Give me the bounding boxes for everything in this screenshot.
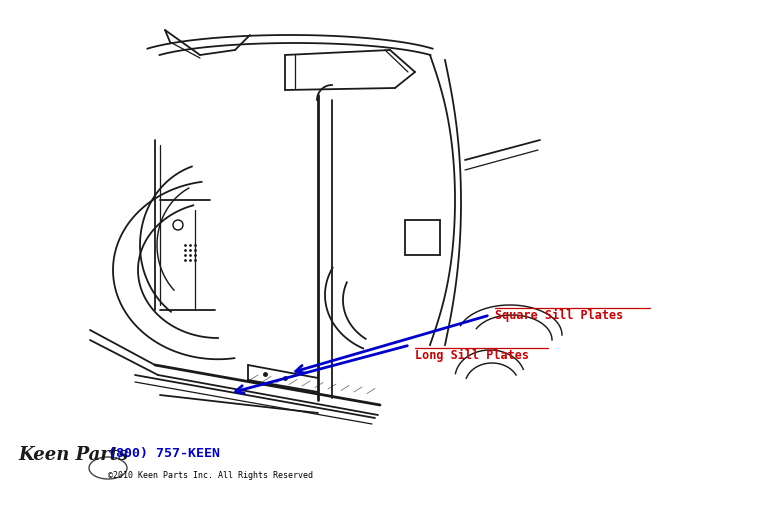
Text: Keen Parts: Keen Parts	[18, 446, 129, 464]
Text: ©2010 Keen Parts Inc. All Rights Reserved: ©2010 Keen Parts Inc. All Rights Reserve…	[108, 470, 313, 480]
Text: (800) 757-KEEN: (800) 757-KEEN	[108, 447, 220, 459]
Text: Square Sill Plates: Square Sill Plates	[495, 308, 623, 322]
Text: Long Sill Plates: Long Sill Plates	[415, 349, 529, 362]
